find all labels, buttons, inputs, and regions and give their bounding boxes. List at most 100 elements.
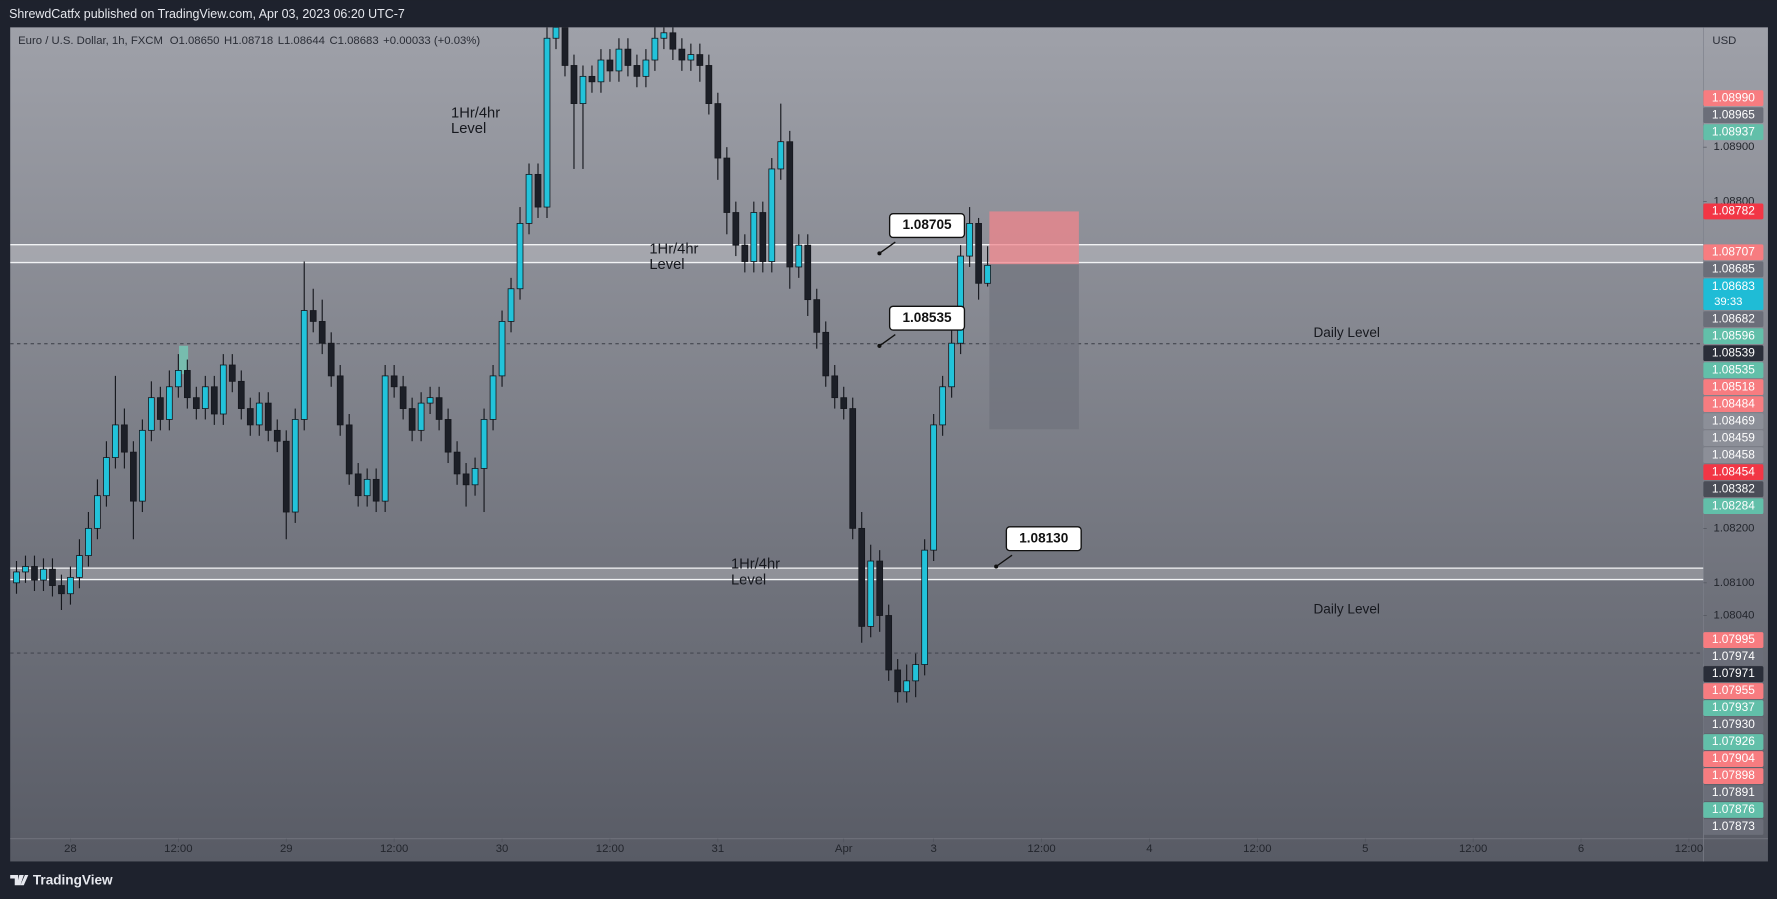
annotation: Daily Level <box>1313 325 1379 340</box>
price-label-text: 1.07898 <box>1712 768 1755 782</box>
price-label <box>1703 785 1764 801</box>
candle-body <box>804 244 812 301</box>
price-label <box>1703 124 1764 141</box>
candle-body <box>750 212 758 262</box>
price-label <box>1703 464 1764 481</box>
legend-low: L1.08644 <box>278 35 325 47</box>
y-tick-label: 1.08200 <box>1714 522 1755 534</box>
candle-body <box>885 615 893 671</box>
price-label-text: 1.07876 <box>1712 802 1755 816</box>
candle-body <box>336 375 344 426</box>
candle-body <box>867 560 875 627</box>
candle-body <box>426 397 434 404</box>
candle-body <box>723 157 731 213</box>
price-label-text: 1.08782 <box>1712 204 1755 218</box>
callout-label: 1.08535 <box>902 310 952 325</box>
candle-body <box>103 457 110 497</box>
callout-label: 1.08130 <box>1019 530 1068 545</box>
candle-body <box>237 380 245 409</box>
price-label <box>1703 244 1764 261</box>
x-tick-label: 12:00 <box>1675 843 1703 855</box>
candle-body <box>471 468 479 486</box>
price-label <box>1703 666 1764 682</box>
price-label-text: 1.08382 <box>1712 481 1755 495</box>
candle-body <box>615 48 623 72</box>
price-label-text: 1.08454 <box>1712 464 1755 478</box>
candle-body <box>201 386 209 409</box>
price-label <box>1703 498 1764 515</box>
candle-body <box>192 397 200 409</box>
candle-body <box>282 440 290 513</box>
price-label <box>1703 751 1764 767</box>
price-label-text: 1.07891 <box>1712 785 1755 799</box>
annotation: 1Hr/4hr <box>731 556 780 572</box>
price-label <box>1703 379 1764 396</box>
candle-body <box>525 173 533 224</box>
candle-body <box>966 223 973 257</box>
x-tick-label: 3 <box>930 843 936 855</box>
price-label <box>1703 447 1764 464</box>
candle-body <box>552 27 560 39</box>
x-tick-label: 12:00 <box>1459 843 1487 855</box>
candle-body <box>148 397 155 431</box>
price-label-text: 1.08469 <box>1712 413 1755 427</box>
price-label-text: 1.08284 <box>1712 498 1755 512</box>
candle-body <box>741 244 749 262</box>
candle-body <box>139 429 146 502</box>
x-tick-label: 5 <box>1362 843 1368 855</box>
candle-body <box>876 560 884 616</box>
price-label-text: 1.08484 <box>1712 396 1755 410</box>
candle-body <box>408 408 416 431</box>
price-label <box>1703 107 1764 124</box>
price-label <box>1703 700 1764 716</box>
price-label-text: 1.07930 <box>1712 717 1755 731</box>
price-label <box>1703 802 1764 818</box>
callout-pointer <box>879 241 896 254</box>
candle-body <box>822 331 830 377</box>
x-tick-label: 29 <box>280 843 293 855</box>
level-zone <box>10 244 1704 263</box>
candle-body <box>705 65 713 104</box>
x-tick-label: 30 <box>496 843 509 855</box>
candle-body <box>714 103 722 159</box>
candle-body <box>561 27 569 66</box>
candle-body <box>480 419 488 469</box>
price-label-text: 1.08539 <box>1712 345 1755 359</box>
price-label-text: 1.08683 <box>1712 279 1755 293</box>
callout-anchor <box>877 251 882 256</box>
candle-body <box>516 223 524 290</box>
candle-body <box>984 264 991 284</box>
price-label-text: 1.07974 <box>1712 649 1755 663</box>
x-tick-label: Apr <box>835 843 853 855</box>
candle-body <box>121 424 128 453</box>
legend-close: C1.08683 <box>329 35 378 47</box>
x-tick-label: 12:00 <box>1027 843 1055 855</box>
price-label <box>1703 481 1764 498</box>
y-tick-label: 1.08100 <box>1714 577 1755 589</box>
candle-body <box>228 364 236 382</box>
chart-legend: Euro / U.S. Dollar, 1h, FXCM O1.08650 H1.0… <box>18 35 480 47</box>
callout-box <box>888 213 966 239</box>
candle-body <box>390 375 398 388</box>
annotation: Daily Level <box>1313 601 1379 616</box>
x-tick-label: 28 <box>64 843 77 855</box>
legend-symbol: Euro / U.S. Dollar, 1h, FXCM <box>18 35 163 47</box>
price-label <box>1703 413 1764 430</box>
candle-body <box>58 585 65 595</box>
candle-body <box>300 310 308 420</box>
candle-body <box>31 566 38 581</box>
price-label-text: 1.08596 <box>1712 328 1755 342</box>
price-label <box>1703 396 1764 413</box>
candle-body <box>157 397 164 420</box>
price-label <box>1703 819 1764 835</box>
legend-open: O1.08650 <box>170 35 220 47</box>
candle-body <box>921 549 928 665</box>
candle-body <box>894 669 902 693</box>
price-label <box>1703 632 1764 648</box>
annotation: Level <box>649 257 684 273</box>
candle-body <box>372 478 380 502</box>
price-label <box>1703 203 1764 220</box>
candle-body <box>76 555 83 578</box>
candle-body <box>94 495 101 529</box>
